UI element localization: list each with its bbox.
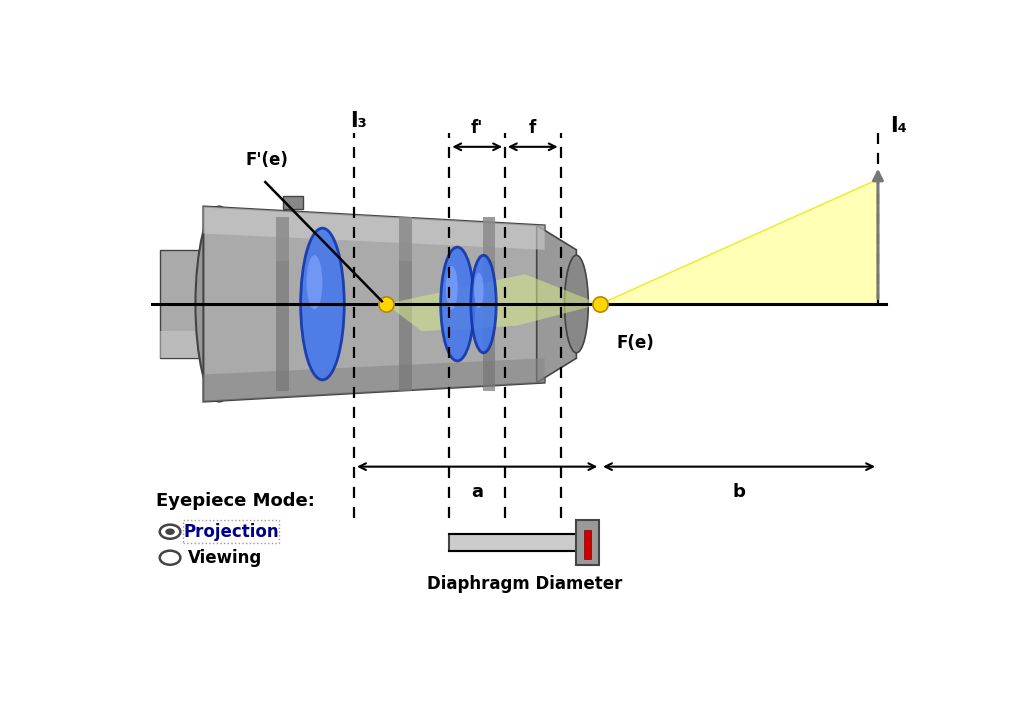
Polygon shape: [204, 206, 545, 250]
Text: b: b: [732, 483, 745, 501]
Circle shape: [160, 551, 180, 565]
Text: Viewing: Viewing: [187, 548, 262, 567]
Text: Eyepiece Mode:: Eyepiece Mode:: [156, 492, 314, 510]
Text: a: a: [471, 483, 483, 501]
Bar: [482, 218, 496, 260]
Text: F(e): F(e): [616, 334, 653, 352]
Bar: [577, 520, 599, 565]
Bar: [450, 534, 581, 551]
Polygon shape: [600, 180, 878, 304]
Text: I₄: I₄: [890, 116, 906, 136]
Bar: [482, 218, 496, 391]
Bar: [283, 196, 303, 209]
Bar: [399, 218, 412, 260]
Ellipse shape: [445, 266, 458, 310]
Bar: [160, 250, 227, 358]
Text: Projection: Projection: [183, 522, 279, 541]
Ellipse shape: [564, 256, 588, 353]
Bar: [160, 331, 227, 358]
Ellipse shape: [196, 206, 243, 401]
Circle shape: [165, 529, 175, 535]
Text: f': f': [471, 119, 483, 137]
Polygon shape: [204, 206, 545, 401]
Circle shape: [160, 524, 180, 539]
Ellipse shape: [474, 273, 483, 308]
Ellipse shape: [471, 256, 497, 353]
Text: f: f: [529, 119, 537, 137]
Bar: [399, 218, 412, 391]
Text: I₃: I₃: [350, 111, 367, 130]
Ellipse shape: [301, 228, 344, 380]
Ellipse shape: [306, 256, 323, 310]
Polygon shape: [386, 275, 600, 331]
Text: Diaphragm Diameter: Diaphragm Diameter: [427, 574, 623, 593]
Text: F'(e): F'(e): [246, 151, 289, 168]
Polygon shape: [537, 225, 577, 383]
Bar: [276, 218, 289, 260]
Bar: [276, 218, 289, 391]
Polygon shape: [204, 358, 545, 401]
Ellipse shape: [440, 247, 474, 361]
Bar: [584, 529, 591, 558]
